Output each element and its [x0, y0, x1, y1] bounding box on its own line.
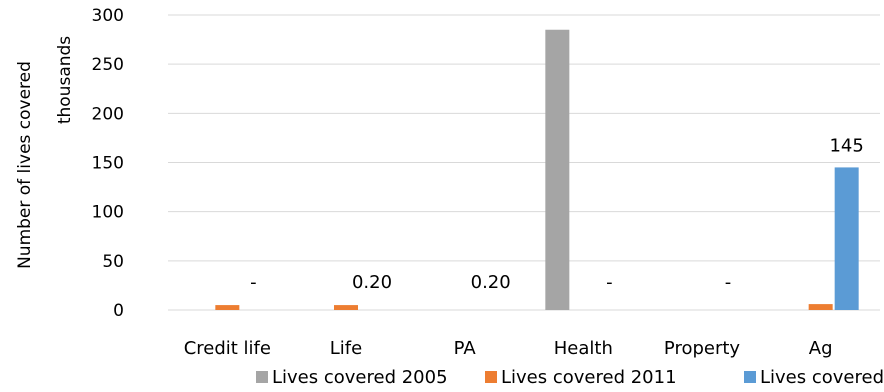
legend-swatch: [744, 371, 756, 383]
bar: [808, 304, 833, 310]
bars: [215, 29, 859, 310]
bar: [215, 305, 240, 310]
y-tick-label: 50: [102, 252, 124, 272]
x-tick-label: Property: [664, 338, 741, 359]
bar: [334, 305, 358, 310]
tick-labels: 0 50 100 150 200 250 300 Credit life Life PA Healt…: [92, 6, 833, 359]
y-tick-label: 300: [92, 6, 124, 26]
x-tick-label: Life: [330, 338, 362, 359]
data-label: -: [606, 272, 613, 293]
x-tick-label: Ag: [809, 338, 833, 359]
gridlines: [168, 14, 880, 311]
y-tick-label: 200: [92, 104, 124, 124]
y-tick-label: 250: [92, 55, 124, 75]
legend: Lives covered 2005 Lives covered 2011 Live…: [256, 367, 884, 388]
bar: [834, 167, 859, 310]
data-label: 145: [829, 135, 863, 156]
data-label: -: [250, 272, 257, 293]
y-axis-label-line1: Number of lives covered: [15, 61, 35, 269]
y-tick-label: 0: [113, 301, 124, 321]
y-axis-label-line2: thousands: [55, 36, 75, 124]
legend-entry: Lives covered 2011: [501, 367, 677, 388]
legend-entry: Lives covered 2014: [760, 367, 884, 388]
data-label: -: [725, 272, 732, 293]
data-labels: - 0.20 0.20 - - 145: [250, 135, 864, 293]
x-tick-label: Health: [554, 338, 613, 359]
y-axis-label: Number of lives covered thousands: [15, 36, 75, 269]
bar: [545, 29, 570, 310]
y-tick-label: 100: [92, 203, 124, 223]
data-label: 0.20: [352, 272, 392, 293]
legend-entry: Lives covered 2005: [272, 367, 448, 388]
legend-swatch: [256, 371, 268, 383]
legend-swatch: [485, 371, 497, 383]
data-label: 0.20: [471, 272, 511, 293]
x-tick-label: PA: [454, 338, 477, 359]
y-tick-label: 150: [92, 154, 124, 174]
x-tick-label: Credit life: [184, 338, 271, 359]
